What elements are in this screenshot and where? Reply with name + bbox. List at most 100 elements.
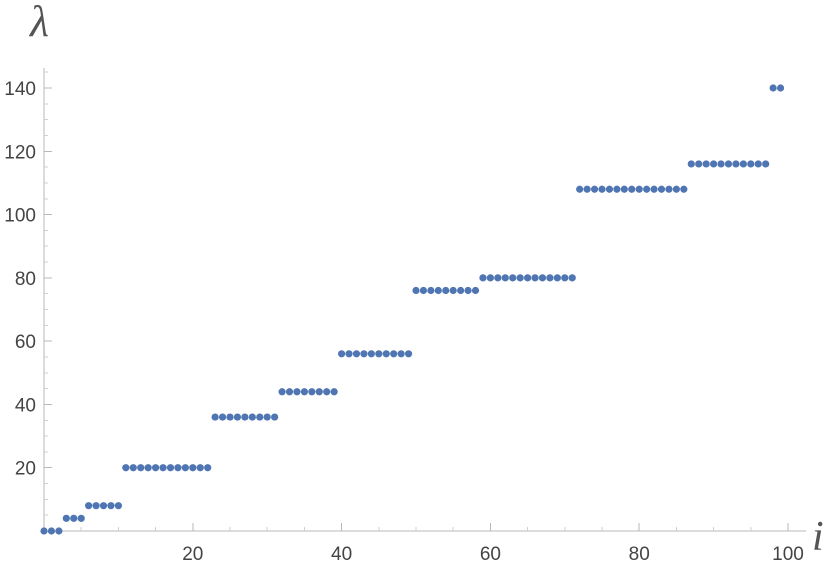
- data-point: [516, 274, 524, 282]
- axes: [43, 68, 806, 532]
- data-point: [92, 502, 100, 510]
- data-point: [293, 388, 301, 396]
- data-point: [464, 286, 472, 295]
- data-point: [665, 185, 673, 193]
- data-point: [367, 350, 375, 358]
- data-point: [152, 464, 160, 472]
- data-point: [605, 185, 614, 193]
- data-point: [189, 464, 197, 472]
- data-point: [129, 464, 137, 472]
- data-point: [47, 527, 56, 535]
- data-point: [494, 274, 502, 282]
- data-point: [576, 185, 584, 193]
- data-point: [524, 274, 532, 282]
- data-point: [546, 274, 554, 282]
- data-point: [434, 286, 442, 295]
- y-tick-label: 40: [15, 395, 36, 416]
- data-point: [680, 185, 688, 193]
- data-point: [137, 464, 145, 472]
- data-point: [360, 350, 368, 358]
- data-point: [769, 84, 777, 92]
- data-point: [442, 286, 450, 295]
- data-point: [256, 413, 264, 421]
- data-point: [85, 502, 93, 510]
- y-tick-label: 140: [4, 79, 36, 100]
- data-point: [338, 350, 346, 358]
- data-point: [62, 514, 70, 522]
- data-point: [553, 274, 561, 282]
- data-point: [710, 160, 718, 168]
- data-point: [174, 464, 182, 472]
- data-point: [427, 286, 435, 295]
- data-point: [390, 350, 398, 358]
- data-point: [509, 274, 517, 282]
- data-point: [776, 84, 785, 92]
- data-point: [717, 160, 725, 168]
- data-point: [382, 350, 390, 358]
- data-point: [762, 160, 770, 168]
- data-point: [412, 286, 420, 295]
- data-point: [657, 185, 666, 193]
- data-point: [628, 185, 636, 193]
- x-tick-label: 20: [182, 544, 203, 562]
- data-point: [397, 350, 405, 358]
- data-point: [308, 388, 316, 396]
- ticks: [44, 71, 789, 531]
- data-point: [375, 350, 383, 358]
- y-tick-label: 80: [15, 269, 36, 290]
- data-point: [457, 286, 465, 295]
- data-point: [620, 185, 628, 193]
- data-point: [724, 160, 733, 168]
- data-point: [196, 464, 204, 472]
- data-point: [300, 388, 308, 396]
- data-point: [635, 185, 643, 193]
- data-point: [40, 527, 48, 535]
- data-points: [40, 84, 785, 535]
- tick-labels: 20 40 60 80 100 20 40 60 80 100 120 140: [4, 79, 804, 562]
- data-point: [650, 185, 658, 193]
- data-point: [77, 514, 85, 522]
- x-tick-label: 100: [772, 544, 804, 562]
- data-point: [479, 274, 487, 282]
- data-point: [99, 502, 108, 510]
- data-point: [166, 464, 175, 472]
- x-axis-label: i: [812, 514, 824, 560]
- data-point: [732, 160, 740, 168]
- data-point: [330, 388, 338, 396]
- data-point: [352, 350, 361, 358]
- data-point: [248, 413, 256, 421]
- data-point: [285, 388, 294, 396]
- data-point: [419, 286, 428, 295]
- data-point: [702, 160, 710, 168]
- y-tick-label: 20: [15, 459, 36, 480]
- data-point: [278, 388, 286, 396]
- data-point: [218, 413, 227, 421]
- data-point: [404, 350, 413, 358]
- data-point: [471, 286, 480, 295]
- data-point: [747, 160, 755, 168]
- data-point: [501, 274, 509, 282]
- data-point: [598, 185, 606, 193]
- data-point: [739, 160, 747, 168]
- data-point: [159, 464, 167, 472]
- data-point: [241, 413, 249, 421]
- data-point: [144, 464, 152, 472]
- data-point: [590, 185, 599, 193]
- data-point: [233, 413, 242, 421]
- data-point: [211, 413, 219, 421]
- x-tick-label: 40: [331, 544, 352, 562]
- data-point: [754, 160, 762, 168]
- data-point: [271, 413, 279, 421]
- y-tick-label: 60: [15, 332, 36, 353]
- data-point: [226, 413, 234, 421]
- data-point: [672, 185, 681, 193]
- x-tick-label: 60: [480, 544, 501, 562]
- data-point: [114, 502, 122, 510]
- data-point: [122, 464, 130, 472]
- y-tick-label: 100: [4, 206, 36, 227]
- y-axis-label: λ: [28, 0, 49, 46]
- data-point: [204, 464, 212, 472]
- data-point: [345, 350, 353, 358]
